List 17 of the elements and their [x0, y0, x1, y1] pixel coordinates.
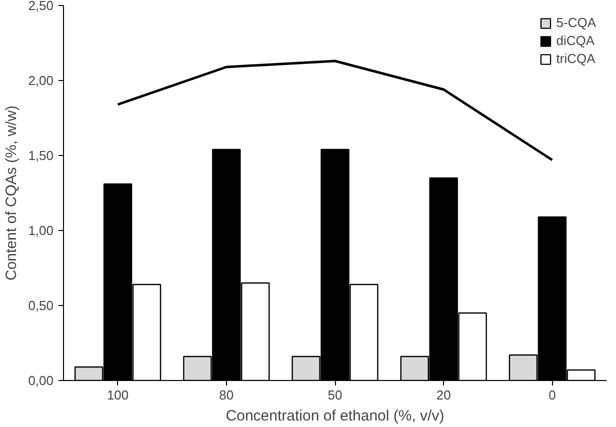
y-tick-label: 2,00 — [28, 73, 54, 88]
x-axis-title: Concentration of ethanol (%, v/v) — [226, 408, 444, 424]
x-tick-label: 20 — [436, 388, 451, 402]
line-series — [116, 60, 554, 162]
legend-label: diCQA — [556, 33, 595, 48]
x-tick-label: 50 — [328, 388, 342, 402]
y-tick-label: 1,00 — [28, 223, 54, 238]
x-tick-label: 80 — [219, 388, 234, 402]
y-tick-label: 0,00 — [28, 373, 54, 388]
x-tick-label: 0 — [548, 388, 556, 402]
y-axis-title: Content of CQAs (%, w/w) — [3, 105, 20, 281]
legend-label: 5-CQA — [556, 15, 596, 30]
x-tick-label: 100 — [106, 388, 129, 402]
legend-label: triCQA — [556, 51, 596, 66]
y-tick-label: 1,50 — [28, 148, 54, 163]
y-tick-label: 0,50 — [28, 298, 54, 313]
y-tick-label: 2,50 — [28, 0, 54, 13]
